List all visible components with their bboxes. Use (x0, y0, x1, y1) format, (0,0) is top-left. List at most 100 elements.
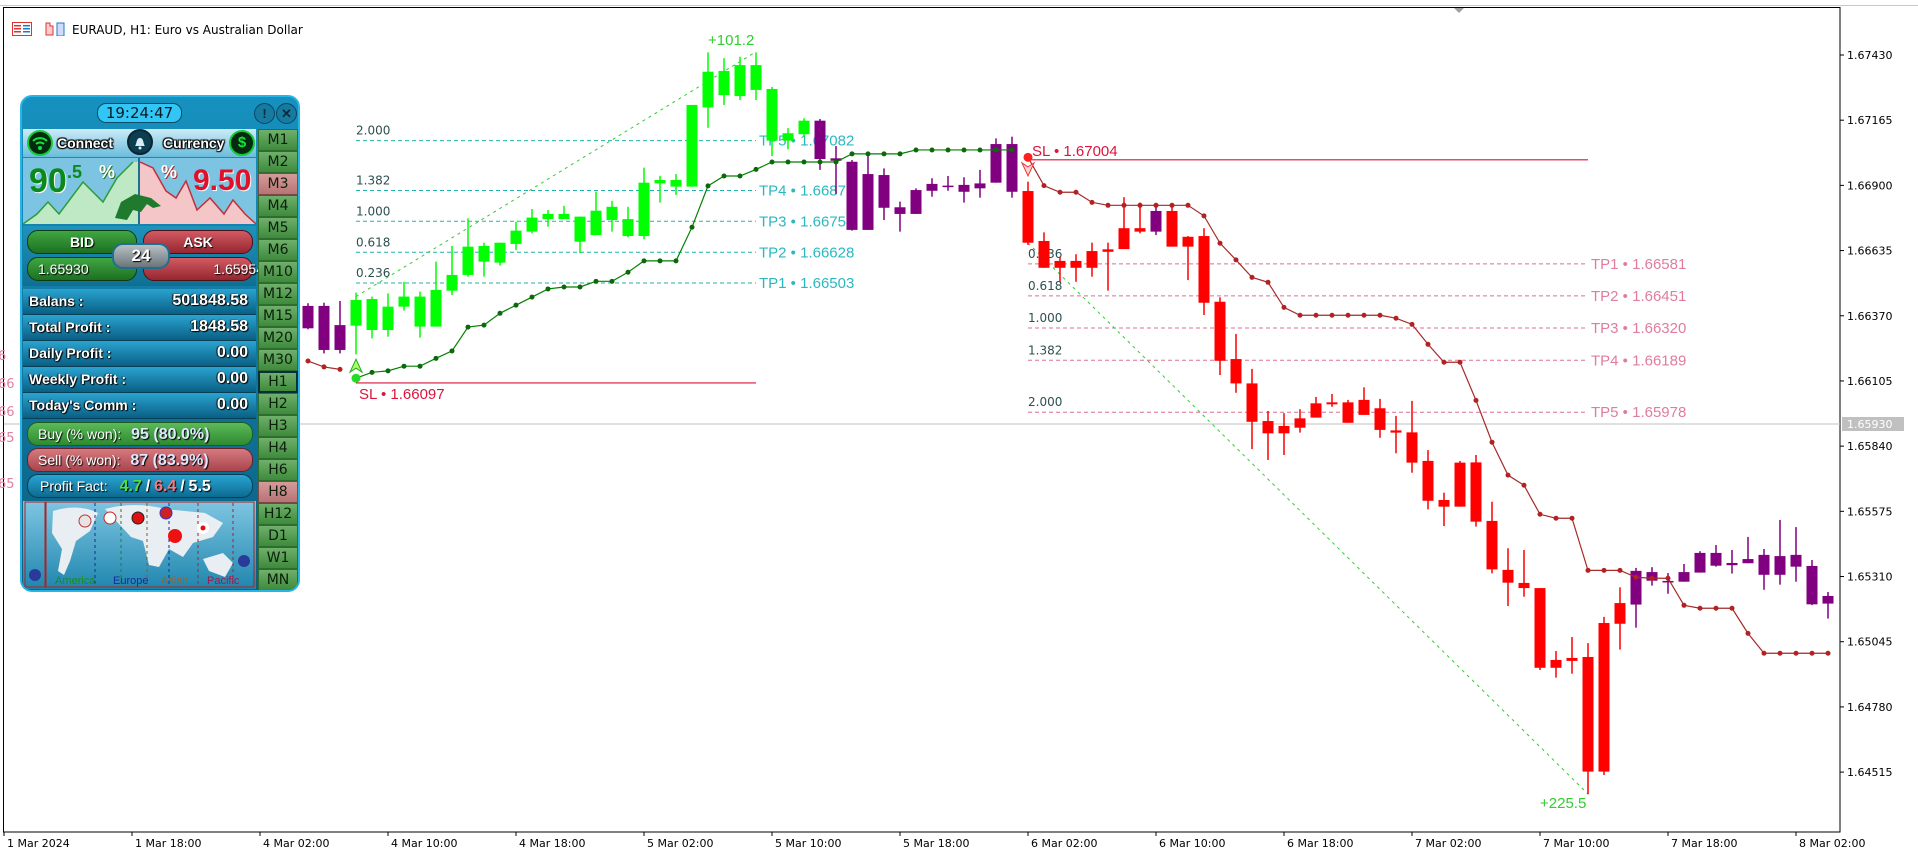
timeframe-button-m12[interactable]: M12 (258, 283, 298, 305)
candle-body (622, 219, 634, 237)
timeframe-button-m15[interactable]: M15 (258, 305, 298, 327)
loss-percent-value: 9.50 (193, 164, 252, 197)
candle-body (782, 133, 794, 141)
candle-body (606, 206, 618, 221)
wifi-icon[interactable] (27, 130, 53, 156)
candle-body (1518, 582, 1530, 589)
trailing-stop-dot (1777, 650, 1783, 656)
trailing-stop-dot (897, 151, 903, 157)
candle-body (958, 184, 970, 192)
timeframe-button-m30[interactable]: M30 (258, 349, 298, 371)
candle-body (814, 120, 826, 160)
timeframe-button-h8[interactable]: H8 (258, 481, 298, 503)
account-row-value: 0.00 (216, 396, 248, 413)
x-axis-label: 5 Mar 02:00 (647, 837, 713, 850)
trailing-stop-dot (593, 278, 599, 284)
candle-body (1214, 301, 1226, 361)
candle-body (1550, 659, 1562, 668)
profit-factor-separator: / (180, 478, 185, 495)
connect-label[interactable]: Connect (57, 135, 113, 151)
account-row: Balans : 501848.58 (23, 289, 256, 315)
candle-body (1566, 657, 1578, 661)
trailing-stop-dot (1329, 312, 1335, 318)
trailing-stop-dot (1505, 472, 1511, 478)
candle-body (1182, 236, 1194, 247)
candle-body (734, 65, 746, 97)
trailing-stop-dot (1585, 567, 1591, 573)
timeframe-button-h3[interactable]: H3 (258, 415, 298, 437)
fib-ratio-label: 1.382 (356, 174, 390, 188)
timeframe-button-m1[interactable]: M1 (258, 129, 298, 151)
timeframe-button-m3[interactable]: M3 (258, 173, 298, 195)
dollar-icon[interactable]: $ (229, 130, 255, 156)
candle-body (1230, 359, 1242, 384)
candle-body (1006, 144, 1018, 192)
chart-frame (3, 7, 1841, 833)
candle-body (926, 183, 938, 191)
trailing-stop-dot (561, 284, 567, 290)
x-axis-label: 4 Mar 18:00 (519, 837, 585, 850)
bell-icon[interactable] (127, 129, 153, 155)
timeframe-button-m20[interactable]: M20 (258, 327, 298, 349)
trailing-stop-dot (657, 258, 663, 264)
candle-body (1198, 236, 1210, 303)
timeframe-button-m6[interactable]: M6 (258, 239, 298, 261)
candle-body (1630, 570, 1642, 605)
trailing-stop-dot (1409, 321, 1415, 327)
trailing-stop-dot (1041, 183, 1047, 189)
account-row-label: Weekly Profit : (29, 371, 126, 387)
candle-body (1262, 421, 1274, 434)
trailing-stop-dot (1009, 147, 1015, 153)
timeframe-button-w1[interactable]: W1 (258, 547, 298, 569)
candle-body (670, 179, 682, 187)
trailing-stop-dot (1473, 397, 1479, 403)
timeframe-button-h1[interactable]: H1 (258, 371, 298, 393)
timeframe-button-h4[interactable]: H4 (258, 437, 298, 459)
currency-label[interactable]: Currency (163, 135, 225, 151)
candle-body (1822, 595, 1834, 604)
buy-stats: Buy (% won): 95 (80.0%) (27, 422, 253, 446)
candle-body (478, 245, 490, 262)
candle-body (526, 217, 538, 232)
timeframe-button-m10[interactable]: M10 (258, 261, 298, 283)
timeframe-button-m4[interactable]: M4 (258, 195, 298, 217)
account-row: Weekly Profit : 0.00 (23, 367, 256, 393)
trading-panel: 19:24:47 ! ✕ Connect Currency $ 90 .5 % … (20, 95, 300, 592)
close-button[interactable]: ✕ (276, 103, 297, 124)
timeframe-button-mn[interactable]: MN (258, 569, 298, 590)
timeframe-button-h12[interactable]: H12 (258, 503, 298, 525)
candle-body (766, 88, 778, 141)
candle-body (862, 174, 874, 230)
candle-body (1598, 623, 1610, 772)
candle-body (702, 71, 714, 108)
candle-body (1774, 556, 1786, 575)
current-price-box (1842, 417, 1904, 431)
loss-percent-sign: % (161, 162, 178, 182)
x-axis-label: 5 Mar 10:00 (775, 837, 841, 850)
candle-body (1806, 565, 1818, 605)
candle-body (990, 144, 1002, 183)
timeframe-button-m5[interactable]: M5 (258, 217, 298, 239)
timeframe-button-h6[interactable]: H6 (258, 459, 298, 481)
candle-body (1038, 240, 1050, 268)
fib-ratio-label: 1.000 (1028, 311, 1062, 325)
bid-ask-block: BID ASK 1.65930 1.65954 24 (23, 226, 264, 286)
take-profit-label: TP4 • 1.66879 (759, 183, 854, 200)
move-points-label: +101.2 (708, 32, 754, 49)
candle-body (1342, 402, 1354, 423)
candle-body (1502, 569, 1514, 583)
timeframe-button-h2[interactable]: H2 (258, 393, 298, 415)
info-button[interactable]: ! (254, 103, 275, 124)
trailing-stop-dot (1489, 439, 1495, 445)
trailing-stop-dot (737, 173, 743, 179)
candle-body (398, 296, 410, 307)
candle-body (462, 246, 474, 275)
candle-body (1022, 191, 1034, 243)
trailing-stop-dot (1377, 312, 1383, 318)
trailing-stop-dot (1281, 304, 1287, 310)
timeframe-button-d1[interactable]: D1 (258, 525, 298, 547)
chart-list-icon[interactable] (12, 22, 32, 36)
timeframe-button-m2[interactable]: M2 (258, 151, 298, 173)
take-profit-label: TP3 • 1.66754 (759, 213, 854, 230)
